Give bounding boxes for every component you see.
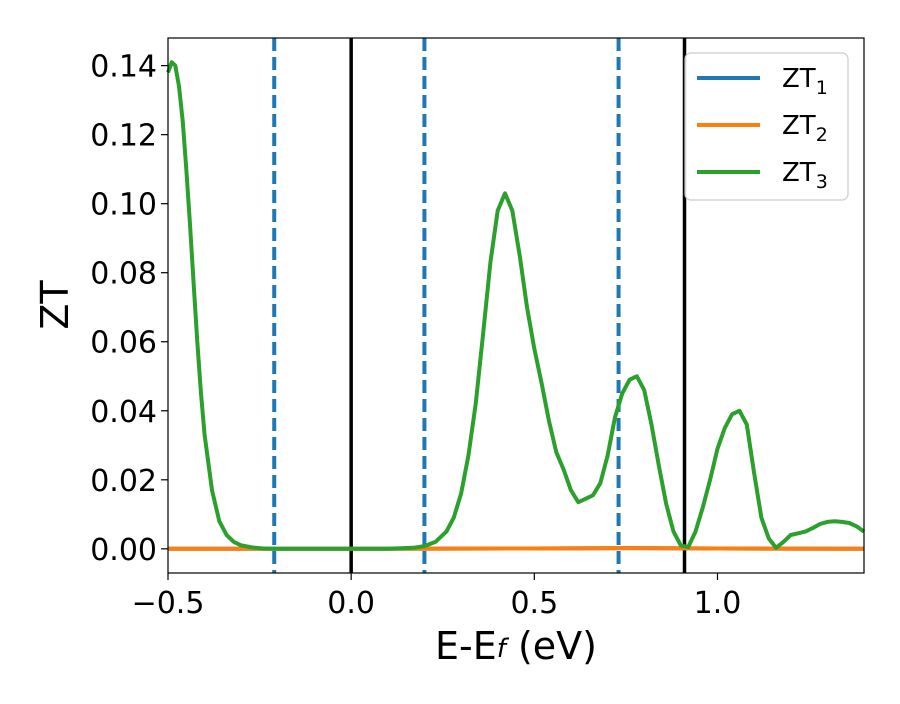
y-tick-label: 0.10: [90, 188, 157, 223]
y-tick-label: 0.04: [90, 395, 157, 430]
x-tick-label: 0.0: [327, 586, 375, 621]
y-tick-label: 0.00: [90, 533, 157, 568]
x-tick-label: −0.5: [132, 586, 205, 621]
legend: ZT1 ZT2 ZT3: [684, 52, 849, 201]
y-axis-ticks: 0.00 0.02 0.04 0.06 0.08 0.10 0.12 0.14: [90, 50, 168, 568]
y-tick-label: 0.08: [90, 257, 157, 292]
series-line-3: [166, 60, 866, 551]
legend-box: [684, 52, 849, 201]
x-axis-label-main: E-E: [435, 624, 497, 668]
legend-label-1: ZT1: [782, 64, 828, 99]
y-tick-label: 0.06: [90, 326, 157, 361]
plot-frame: [167, 37, 865, 574]
y-tick-label: 0.02: [90, 464, 157, 499]
legend-entries: ZT1 ZT2 ZT3: [697, 64, 828, 193]
x-tick-label: 1.0: [694, 586, 742, 621]
y-axis-label: ZT: [33, 280, 77, 330]
x-axis-ticks: −0.5 0.0 0.5 1.0: [132, 573, 742, 621]
y-tick-label: 0.12: [90, 119, 157, 154]
legend-label-2: ZT2: [782, 111, 828, 146]
series-lines: [166, 60, 866, 551]
vertical-lines: [272, 38, 687, 573]
x-axis-label-suffix: (eV): [506, 624, 597, 668]
x-tick-label: 0.5: [510, 586, 558, 621]
y-tick-label: 0.14: [90, 50, 157, 85]
legend-label-3: ZT3: [782, 158, 828, 193]
x-axis-label: E-Ef (eV): [435, 624, 597, 668]
